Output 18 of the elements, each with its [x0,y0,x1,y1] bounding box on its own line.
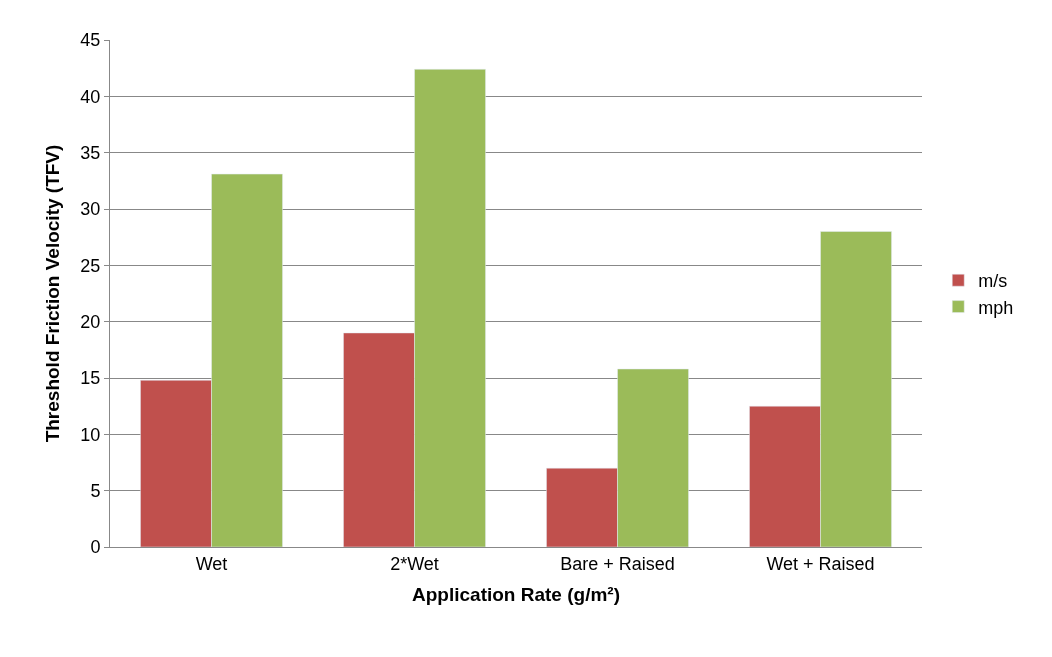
y-tick-label: 40 [80,86,101,107]
x-tick-label: Wet [195,553,228,574]
x-axis-title: Application Rate (g/m²) [412,584,620,606]
x-tick-label: Wet + Raised [766,553,875,574]
legend-label: mph [978,297,1014,318]
y-tick-label: 15 [80,368,101,389]
y-tick-label: 35 [80,142,101,163]
y-tick-label: 25 [80,255,101,276]
y-tick-label: 45 [80,30,101,51]
y-tick-label: 0 [90,537,101,558]
y-tick-label: 10 [80,424,101,445]
y-axis-title: Threshold Friction Velocity (TFV) [42,144,64,443]
x-tick-label: Bare + Raised [560,553,675,574]
y-tick-label: 30 [80,199,101,220]
y-tick-label: 20 [80,311,101,332]
legend-label: m/s [978,271,1008,292]
x-tick-label: 2*Wet [390,553,439,574]
y-tick-label: 5 [90,480,101,501]
